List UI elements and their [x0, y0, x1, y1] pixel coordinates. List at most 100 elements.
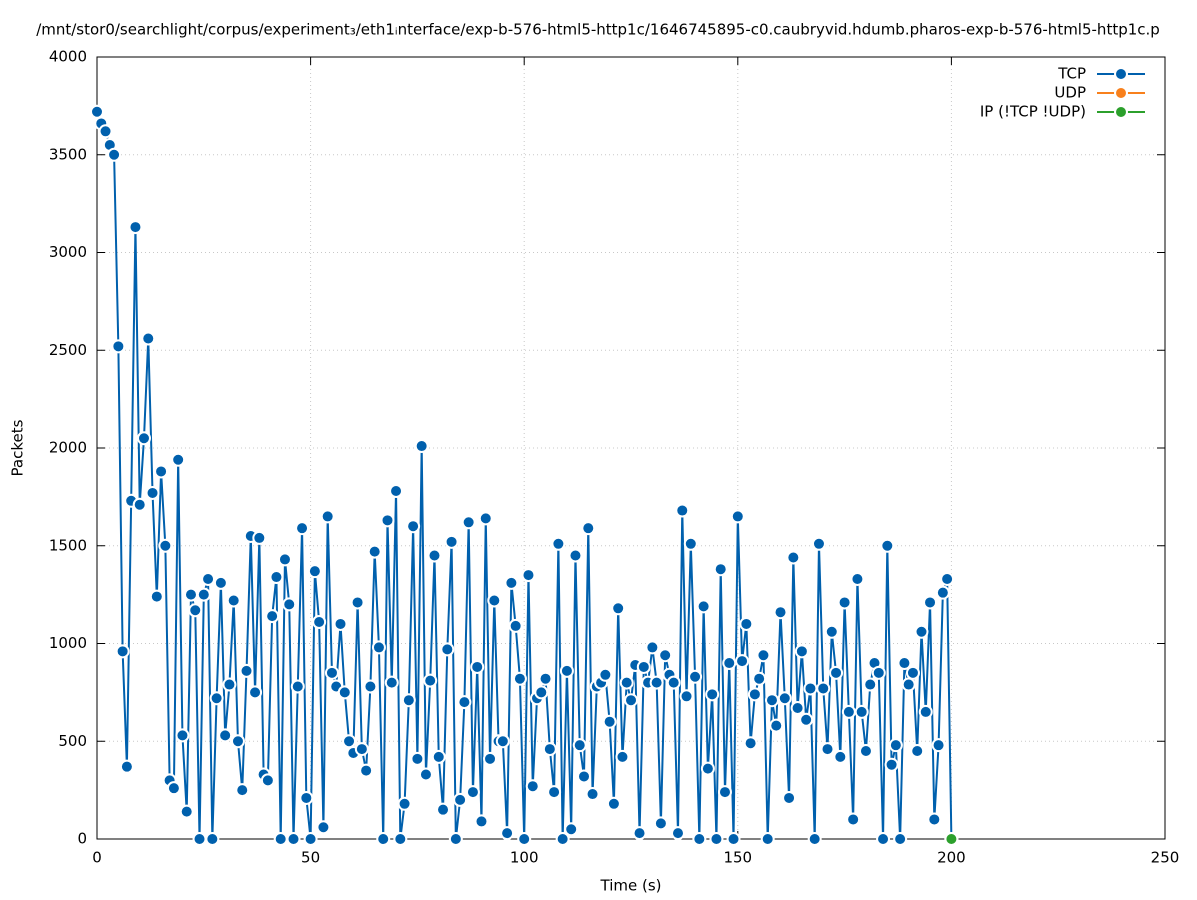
data-point: [504, 575, 519, 590]
data-point: [863, 677, 878, 692]
legend-label: UDP: [1054, 84, 1086, 102]
data-point: [119, 759, 134, 774]
data-point: [670, 826, 685, 841]
data-point: [782, 790, 797, 805]
data-point: [700, 761, 715, 776]
plot-frame: [96, 56, 1166, 840]
data-point: [376, 832, 391, 846]
data-point: [739, 616, 754, 631]
data-point: [696, 599, 711, 614]
data-point: [884, 757, 899, 772]
data-point: [201, 571, 216, 586]
data-point: [517, 832, 532, 846]
data-point: [858, 744, 873, 759]
data-point: [423, 673, 438, 688]
data-point: [470, 659, 485, 674]
data-point: [568, 548, 583, 563]
data-point: [406, 519, 421, 534]
data-point: [448, 832, 463, 846]
legend-label: IP (!TCP !UDP): [980, 103, 1086, 121]
data-point: [653, 816, 668, 831]
data-point: [350, 595, 365, 610]
data-point: [905, 665, 920, 680]
data-point: [354, 742, 369, 757]
data-point: [743, 736, 758, 751]
data-point: [495, 734, 510, 749]
data-point: [705, 687, 720, 702]
data-point: [880, 538, 895, 553]
data-point: [773, 605, 788, 620]
data-point: [414, 439, 429, 454]
data-point: [713, 562, 728, 577]
data-point: [820, 742, 835, 757]
data-point: [136, 431, 151, 446]
data-point: [850, 571, 865, 586]
legend-label: TCP: [1057, 65, 1086, 83]
data-point: [444, 534, 459, 549]
data-point: [833, 749, 848, 764]
data-point: [474, 814, 489, 829]
data-point: [389, 484, 404, 499]
data-point: [534, 685, 549, 700]
data-point: [777, 691, 792, 706]
data-point: [611, 601, 626, 616]
data-point: [555, 832, 570, 846]
data-point: [794, 644, 809, 659]
data-point: [581, 521, 596, 536]
data-point: [726, 832, 741, 846]
data-point: [675, 503, 690, 518]
data-point: [897, 656, 912, 671]
data-point: [649, 675, 664, 690]
y-tick-label: 3500: [49, 145, 87, 163]
data-point: [188, 603, 203, 618]
y-tick-label: 500: [58, 732, 87, 750]
data-point: [940, 571, 955, 586]
data-point: [730, 509, 745, 524]
data-point: [615, 749, 630, 764]
data-point: [803, 681, 818, 696]
data-point: [115, 644, 130, 659]
data-point: [769, 718, 784, 733]
data-point: [367, 544, 382, 559]
y-tick-label: 1000: [49, 634, 87, 652]
data-point: [521, 568, 536, 583]
data-point: [98, 124, 113, 139]
data-point: [577, 769, 592, 784]
data-point: [248, 685, 263, 700]
data-point: [632, 826, 647, 841]
data-point: [709, 832, 724, 846]
legend-marker: [1114, 105, 1128, 119]
data-point: [935, 585, 950, 600]
x-axis-label: Time (s): [600, 877, 662, 895]
data-point: [410, 751, 425, 766]
data-point: [166, 781, 181, 796]
data-point: [722, 656, 737, 671]
y-tick-label: 0: [77, 830, 87, 848]
data-point: [811, 536, 826, 551]
data-point: [431, 749, 446, 764]
data-point: [436, 802, 451, 817]
x-tick-label: 250: [1151, 849, 1180, 867]
data-point: [196, 587, 211, 602]
x-tick-label: 100: [510, 849, 539, 867]
data-point: [393, 832, 408, 846]
data-point: [666, 675, 681, 690]
x-tick-label: 50: [301, 849, 320, 867]
data-point: [418, 767, 433, 782]
data-point: [572, 738, 587, 753]
data-point: [183, 587, 198, 602]
data-point: [547, 785, 562, 800]
data-point: [260, 773, 275, 788]
data-point: [487, 593, 502, 608]
data-point: [312, 614, 327, 629]
data-point: [132, 497, 147, 512]
data-point: [500, 826, 515, 841]
data-point: [461, 515, 476, 530]
data-point: [901, 677, 916, 692]
data-point: [717, 785, 732, 800]
data-point: [90, 104, 104, 119]
data-point: [756, 648, 771, 663]
data-point: [107, 147, 122, 162]
data-point: [790, 701, 805, 716]
data-point: [824, 624, 839, 639]
